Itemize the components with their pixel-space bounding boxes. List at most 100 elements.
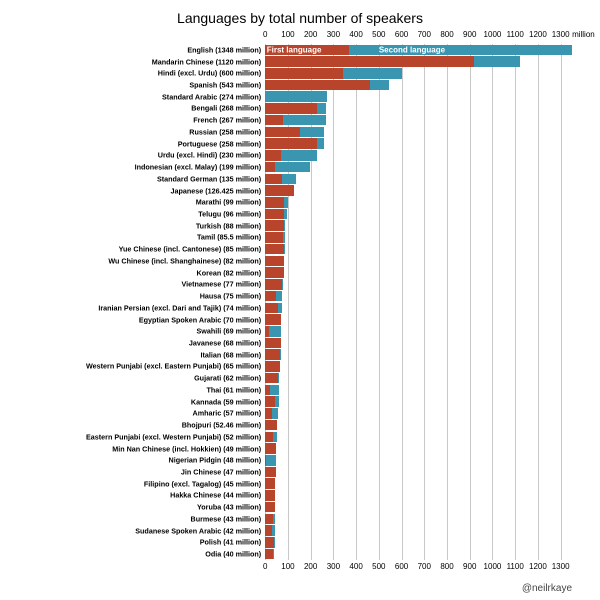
bar-first-language <box>265 103 317 114</box>
unit-label: million <box>572 30 595 39</box>
bar-first-language <box>265 537 274 548</box>
bar-row: Eastern Punjabi (excl. Western Punjabi) … <box>52 431 572 443</box>
bar-row: Sudanese Spoken Arabic (42 million) <box>52 525 572 537</box>
bar-row: Hakka Chinese (44 million) <box>52 490 572 502</box>
bar-first-language <box>265 162 275 173</box>
bar-row: Tamil (85.5 million) <box>52 232 572 244</box>
x-tick-bottom: 600 <box>395 562 408 571</box>
language-label: Javanese (68 million) <box>189 339 261 346</box>
bar-row: French (267 million) <box>52 114 572 126</box>
bar-row: Vietnamese (77 million) <box>52 279 572 291</box>
bar-row: Bengali (268 million) <box>52 103 572 115</box>
bar-first-language <box>265 220 284 231</box>
language-label: Telugu (96 million) <box>198 210 261 217</box>
x-axis-bottom: 0100200300400500600700800900100011001200… <box>52 562 572 574</box>
x-tick-top: 200 <box>304 30 317 39</box>
bar-first-language <box>265 115 283 126</box>
language-label: Amharic (57 million) <box>193 410 262 417</box>
language-label: Korean (82 million) <box>197 269 262 276</box>
x-tick-bottom: 1300 <box>552 562 570 571</box>
language-label: Indonesian (excl. Malay) (199 million) <box>135 164 262 171</box>
bar-row: Spanish (543 million) <box>52 79 572 91</box>
x-tick-bottom: 500 <box>372 562 385 571</box>
x-tick-bottom: 700 <box>418 562 431 571</box>
bar-first-language <box>265 267 284 278</box>
language-label: Standard German (135 million) <box>157 175 261 182</box>
language-label: Jin Chinese (47 million) <box>181 468 261 475</box>
x-tick-top: 700 <box>418 30 431 39</box>
bar-first-language <box>265 514 272 525</box>
bar-row: Wu Chinese (incl. Shanghainese) (82 mill… <box>52 255 572 267</box>
bar-row: Mandarin Chinese (1120 million) <box>52 56 572 68</box>
bar-row: Indonesian (excl. Malay) (199 million) <box>52 161 572 173</box>
language-label: Nigerian Pidgin (48 million) <box>169 457 262 464</box>
language-label: Gujarati (62 million) <box>194 375 261 382</box>
x-tick-top: 900 <box>463 30 476 39</box>
bar-row: Hausa (75 million) <box>52 290 572 302</box>
bar-row: Amharic (57 million) <box>52 408 572 420</box>
language-label: Iranian Persian (excl. Dari and Tajik) (… <box>98 304 261 311</box>
x-axis-top: 0100200300400500600700800900100011001200… <box>52 30 572 42</box>
language-label: Kannada (59 million) <box>191 398 261 405</box>
language-label: Western Punjabi (excl. Eastern Punjabi) … <box>86 363 261 370</box>
x-tick-top: 300 <box>327 30 340 39</box>
language-label: Egyptian Spoken Arabic (70 million) <box>139 316 261 323</box>
x-tick-top: 1300 <box>552 30 570 39</box>
language-label: Hakka Chinese (44 million) <box>170 492 261 499</box>
bar-row: Marathi (99 million) <box>52 196 572 208</box>
language-label: Turkish (88 million) <box>196 222 261 229</box>
language-label: Vietnamese (77 million) <box>181 281 261 288</box>
bar-first-language <box>265 490 275 501</box>
x-tick-bottom: 1100 <box>507 562 524 571</box>
bar-row: Urdu (excl. Hindi) (230 million) <box>52 150 572 162</box>
language-label: Standard Arabic (274 million) <box>162 93 261 100</box>
x-tick-bottom: 0 <box>263 562 267 571</box>
bar-row: Japanese (126.425 million) <box>52 185 572 197</box>
x-tick-bottom: 400 <box>349 562 362 571</box>
bar-row: Italian (68 million) <box>52 349 572 361</box>
bar-row: Korean (82 million) <box>52 267 572 279</box>
bar-row: Hindi (excl. Urdu) (600 million) <box>52 67 572 79</box>
x-tick-bottom: 300 <box>327 562 340 571</box>
bar-first-language <box>265 244 284 255</box>
language-label: Tamil (85.5 million) <box>197 234 261 241</box>
language-label: Eastern Punjabi (excl. Western Punjabi) … <box>86 433 261 440</box>
bar-row: Javanese (68 million) <box>52 337 572 349</box>
language-label: Min Nan Chinese (incl. Hokkien) (49 mill… <box>112 445 261 452</box>
language-label: Polish (41 million) <box>200 539 262 546</box>
bar-row: Min Nan Chinese (incl. Hokkien) (49 mill… <box>52 443 572 455</box>
language-label: Yue Chinese (incl. Cantonese) (85 millio… <box>119 246 262 253</box>
bar-row: Standard Arabic (274 million) <box>52 91 572 103</box>
x-tick-top: 400 <box>349 30 362 39</box>
bar-row: English (1348 million)First languageSeco… <box>52 44 572 56</box>
language-label: Thai (61 million) <box>206 386 261 393</box>
bar-first-language <box>265 408 272 419</box>
bar-first-language <box>265 150 281 161</box>
bar-row: Thai (61 million) <box>52 384 572 396</box>
language-label: Portuguese (258 million) <box>178 140 261 147</box>
bar-first-language <box>265 396 275 407</box>
bar-first-language <box>265 361 280 372</box>
chart-area: 0100200300400500600700800900100011001200… <box>52 44 572 560</box>
language-label: Yoruba (43 million) <box>197 504 261 511</box>
language-label: Japanese (126.425 million) <box>171 187 262 194</box>
x-tick-top: 1000 <box>484 30 502 39</box>
language-label: Hindi (excl. Urdu) (600 million) <box>158 70 261 77</box>
language-label: Swahili (69 million) <box>197 328 262 335</box>
x-tick-bottom: 1000 <box>484 562 502 571</box>
bar-first-language <box>265 549 273 560</box>
bar-first-language <box>265 209 284 220</box>
bar-first-language <box>265 326 269 337</box>
credit-label: @neilrkaye <box>522 583 572 594</box>
x-tick-top: 600 <box>395 30 408 39</box>
language-label: Wu Chinese (incl. Shanghainese) (82 mill… <box>108 257 261 264</box>
bar-row: Portuguese (258 million) <box>52 138 572 150</box>
bar-first-language <box>265 45 349 56</box>
bar-first-language <box>265 256 284 267</box>
bar-row: Jin Chinese (47 million) <box>52 466 572 478</box>
bar-row: Kannada (59 million) <box>52 396 572 408</box>
bar-first-language <box>265 174 282 185</box>
x-tick-top: 0 <box>263 30 267 39</box>
bar-row: Russian (258 million) <box>52 126 572 138</box>
language-label: Burmese (43 million) <box>191 515 262 522</box>
